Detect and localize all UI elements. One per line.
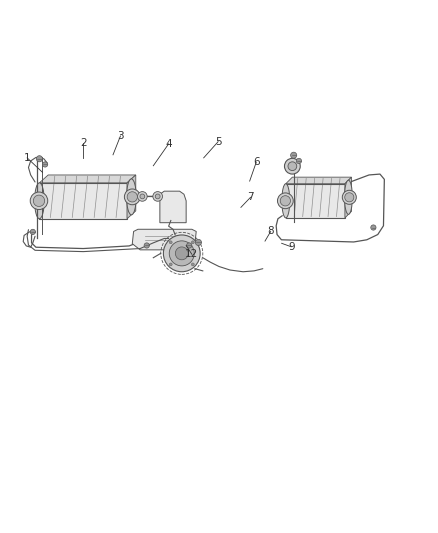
Circle shape	[30, 192, 48, 209]
Text: 2: 2	[80, 138, 87, 148]
Circle shape	[169, 263, 172, 266]
Polygon shape	[286, 177, 351, 184]
Circle shape	[140, 194, 145, 199]
Circle shape	[291, 152, 297, 158]
Circle shape	[138, 191, 147, 201]
Circle shape	[191, 241, 194, 244]
Circle shape	[195, 239, 201, 246]
Text: 7: 7	[247, 192, 254, 203]
Text: 1: 1	[24, 153, 31, 163]
Text: 3: 3	[117, 131, 124, 141]
Circle shape	[285, 158, 300, 174]
Circle shape	[153, 191, 162, 201]
Circle shape	[191, 263, 194, 266]
Circle shape	[155, 194, 160, 199]
Polygon shape	[286, 184, 345, 218]
Circle shape	[163, 235, 200, 272]
Text: 12: 12	[185, 249, 198, 259]
Circle shape	[280, 196, 290, 206]
Polygon shape	[160, 191, 186, 223]
Circle shape	[296, 158, 301, 164]
Circle shape	[127, 192, 138, 202]
Circle shape	[343, 190, 357, 204]
Circle shape	[345, 193, 354, 202]
Circle shape	[187, 243, 192, 248]
Circle shape	[124, 189, 140, 205]
Circle shape	[30, 229, 35, 235]
Ellipse shape	[35, 183, 44, 219]
Circle shape	[144, 243, 149, 248]
Text: 5: 5	[215, 136, 222, 147]
Polygon shape	[39, 183, 127, 219]
Circle shape	[33, 195, 45, 206]
Text: 8: 8	[267, 227, 274, 237]
Ellipse shape	[282, 184, 290, 218]
Circle shape	[169, 241, 194, 266]
Polygon shape	[132, 229, 196, 250]
Text: 4: 4	[165, 139, 172, 149]
Polygon shape	[127, 175, 136, 219]
Circle shape	[36, 156, 42, 162]
Polygon shape	[345, 177, 351, 218]
Circle shape	[42, 162, 48, 167]
Text: 9: 9	[288, 242, 295, 252]
Ellipse shape	[127, 179, 136, 215]
Polygon shape	[39, 175, 136, 183]
Circle shape	[175, 247, 188, 260]
Circle shape	[288, 162, 297, 171]
Circle shape	[277, 193, 293, 209]
Circle shape	[371, 225, 376, 230]
Text: 6: 6	[253, 157, 260, 167]
Ellipse shape	[344, 180, 352, 214]
Circle shape	[169, 241, 172, 244]
